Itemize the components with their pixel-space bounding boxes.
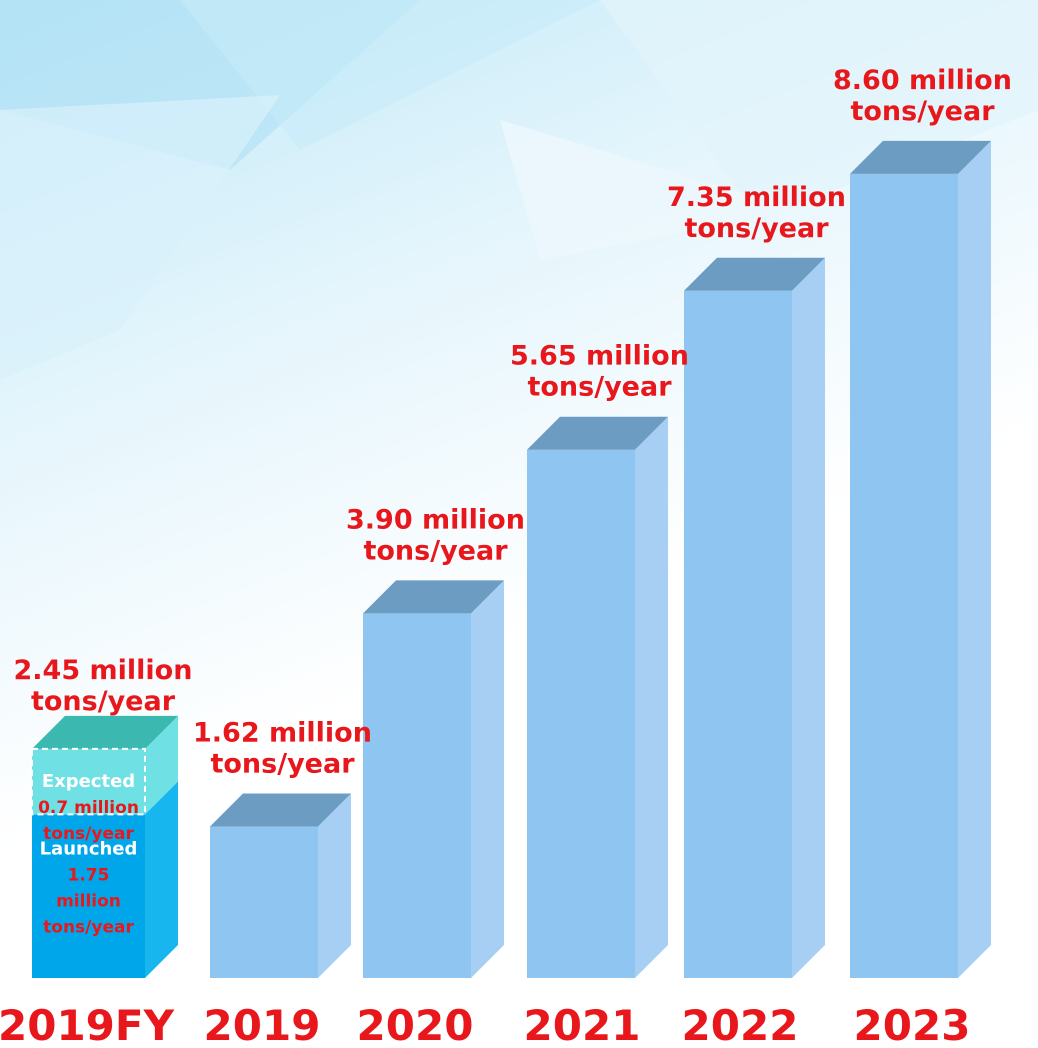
- value-label: 3.90 million: [346, 504, 525, 535]
- value-label: tons/year: [210, 749, 355, 780]
- category-label: 2019: [204, 1001, 321, 1048]
- launched-label: Launched: [40, 838, 138, 859]
- launched-value-line: tons/year: [43, 917, 134, 937]
- expected-value-line: 0.7 million: [38, 798, 139, 818]
- value-label: tons/year: [363, 535, 508, 566]
- category-label: 2022: [682, 1001, 799, 1048]
- bar-expected-outline: [31, 747, 146, 816]
- bar-2020: [363, 580, 504, 978]
- value-label: tons/year: [684, 213, 829, 244]
- launched-value-line: 1.75: [68, 865, 110, 885]
- category-label: 2019FY: [0, 1001, 175, 1048]
- category-label: 2023: [854, 1001, 971, 1048]
- expected-label: Expected: [42, 771, 135, 792]
- value-label: tons/year: [850, 96, 995, 127]
- expected-value-line: tons/year: [43, 824, 134, 844]
- category-label: 2020: [357, 1001, 474, 1048]
- category-label: 2021: [524, 1001, 641, 1048]
- value-label: 8.60 million: [833, 65, 1012, 96]
- value-label: 2.45 million: [14, 655, 193, 686]
- bar-2019: [210, 793, 351, 978]
- bar-2022: [684, 257, 825, 978]
- value-label: 5.65 million: [510, 341, 689, 372]
- value-label: 1.62 million: [193, 718, 372, 749]
- bar-expected: [31, 715, 178, 816]
- value-label: tons/year: [31, 686, 176, 717]
- value-label: 7.35 million: [667, 182, 846, 213]
- value-label: tons/year: [527, 372, 672, 403]
- bar-2023: [850, 140, 991, 978]
- launched-value-line: million: [56, 891, 121, 911]
- bar-launched: [32, 781, 178, 978]
- bar-2021: [527, 416, 668, 979]
